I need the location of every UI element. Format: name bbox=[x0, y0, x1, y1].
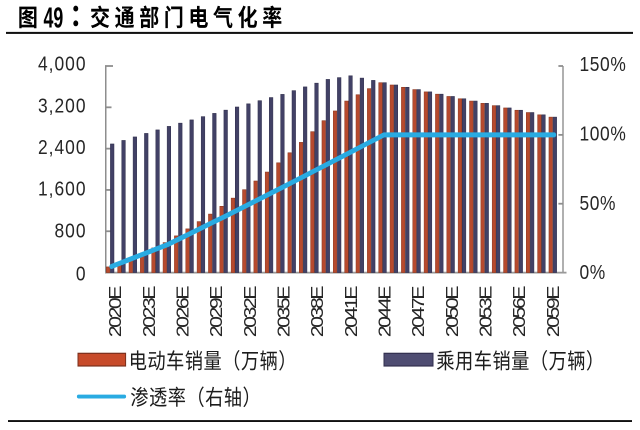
svg-text:4,000: 4,000 bbox=[38, 53, 87, 76]
svg-text:100%: 100% bbox=[580, 123, 627, 146]
svg-text:0: 0 bbox=[76, 263, 87, 286]
svg-text:2023E: 2023E bbox=[139, 286, 159, 338]
svg-text:2044E: 2044E bbox=[375, 286, 395, 338]
svg-text:2059E: 2059E bbox=[543, 286, 563, 338]
svg-text:50%: 50% bbox=[580, 192, 617, 215]
svg-text:2038E: 2038E bbox=[308, 286, 328, 338]
svg-text:800: 800 bbox=[54, 220, 86, 243]
svg-text:1,600: 1,600 bbox=[38, 178, 87, 201]
svg-text:150%: 150% bbox=[580, 54, 627, 77]
svg-text:2,400: 2,400 bbox=[38, 137, 87, 160]
svg-text:2035E: 2035E bbox=[274, 286, 294, 338]
svg-text:2053E: 2053E bbox=[476, 286, 496, 338]
svg-text:0%: 0% bbox=[580, 262, 606, 285]
svg-text:2056E: 2056E bbox=[510, 286, 530, 338]
svg-text:2050E: 2050E bbox=[442, 286, 462, 338]
svg-text:2032E: 2032E bbox=[240, 286, 260, 338]
svg-text:2026E: 2026E bbox=[173, 286, 193, 338]
svg-text:2029E: 2029E bbox=[207, 286, 227, 338]
svg-text:2020E: 2020E bbox=[106, 286, 126, 338]
svg-text:49: 49 bbox=[44, 2, 64, 34]
svg-text:3,200: 3,200 bbox=[38, 95, 87, 118]
svg-text:2047E: 2047E bbox=[409, 286, 429, 338]
svg-text:2041E: 2041E bbox=[341, 286, 361, 338]
